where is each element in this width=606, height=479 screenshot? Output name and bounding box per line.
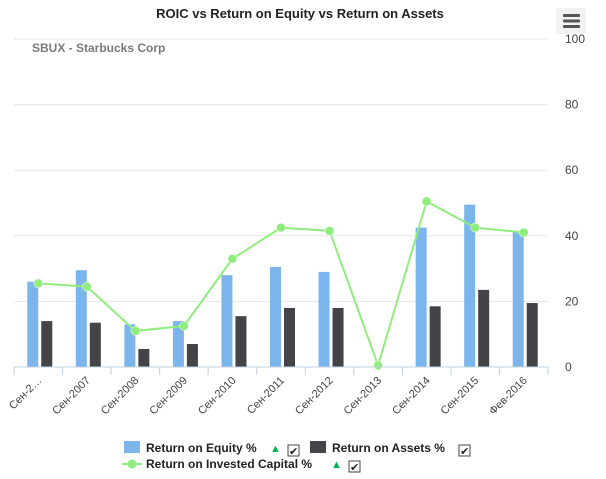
legend-checkbox-roe[interactable]: ✔: [287, 444, 300, 458]
bar-roe[interactable]: [221, 275, 233, 367]
bar-roa[interactable]: [138, 348, 150, 367]
legend-checkbox-roic[interactable]: ✔: [348, 460, 361, 474]
legend-swatch-roic-marker: [127, 459, 137, 469]
y-axis: 0 20 40 60 80 100: [565, 32, 585, 374]
legend-checkbox-roa-box[interactable]: [458, 444, 471, 457]
hamburger-line-2: [563, 19, 580, 23]
trend-up-icon: ▲: [270, 443, 281, 455]
roic-point[interactable]: [276, 222, 286, 233]
legend-label-roa: Return on Assets %: [332, 441, 445, 455]
checkmark-icon: ✔: [289, 446, 298, 458]
bar-roe[interactable]: [75, 270, 87, 367]
roic-point[interactable]: [33, 278, 44, 289]
bar-roa[interactable]: [429, 306, 441, 367]
bar-roa[interactable]: [186, 344, 198, 367]
roic-point[interactable]: [130, 326, 141, 336]
legend-label-roic: Return on Invested Capital %: [146, 457, 312, 471]
y-tick-label: 20: [565, 294, 579, 308]
bar-roa[interactable]: [332, 307, 344, 367]
bar-series: [27, 204, 538, 367]
legend-label-roe: Return on Equity %: [146, 441, 257, 455]
bar-roe[interactable]: [318, 271, 330, 367]
chart-subtitle: SBUX - Starbucks Corp: [32, 41, 165, 55]
bar-roe[interactable]: [415, 227, 427, 367]
bar-roa[interactable]: [284, 307, 295, 367]
line-series: [33, 196, 529, 371]
roic-point[interactable]: [421, 196, 432, 207]
bar-roe[interactable]: [124, 324, 136, 367]
roic-point[interactable]: [518, 227, 529, 238]
legend-swatch-roe: [124, 441, 140, 453]
bar-roa[interactable]: [526, 303, 538, 367]
context-menu-button[interactable]: [556, 8, 586, 34]
roic-point[interactable]: [470, 222, 480, 233]
y-tick-label: 60: [565, 163, 579, 177]
roic-point[interactable]: [227, 254, 238, 264]
roic-point[interactable]: [324, 226, 335, 236]
legend-checkbox-roa[interactable]: ✔: [458, 444, 471, 458]
y-tick-label: 100: [565, 32, 585, 46]
roic-point[interactable]: [373, 360, 383, 371]
bar-roe[interactable]: [464, 204, 476, 367]
legend-checkbox-roic-box[interactable]: [348, 460, 361, 473]
bar-roa[interactable]: [478, 289, 490, 367]
checkmark-icon: ✔: [460, 446, 469, 458]
legend-item-roa[interactable]: Return on Assets %: [310, 441, 445, 455]
bar-roa[interactable]: [41, 321, 53, 367]
bar-roa[interactable]: [89, 322, 101, 367]
legend-checkbox-roe-box[interactable]: [287, 444, 300, 457]
hamburger-line-1: [563, 14, 580, 17]
y-tick-label: 40: [565, 229, 579, 243]
roic-point[interactable]: [82, 281, 92, 292]
bar-roe[interactable]: [512, 230, 524, 367]
legend-swatch-roa: [310, 441, 326, 453]
checkmark-icon: ✔: [350, 462, 359, 474]
chart-title: ROIC vs Return on Equity vs Return on As…: [156, 6, 444, 21]
trend-up-icon: ▲: [331, 459, 342, 471]
y-tick-label: 0: [565, 360, 572, 374]
bar-roa[interactable]: [235, 316, 247, 367]
hamburger-line-3: [563, 25, 580, 28]
bar-roe[interactable]: [172, 321, 184, 367]
bar-roe[interactable]: [270, 266, 281, 367]
y-tick-label: 80: [565, 98, 579, 112]
legend: Return on Equity % ▲ ✔ Return on Assets % ✔R…: [122, 441, 471, 474]
legend-item-roic[interactable]: Return on Invested Capital %: [122, 457, 312, 471]
hamburger-menu-icon[interactable]: [563, 14, 580, 28]
legend-item-roe[interactable]: Return on Equity %: [124, 441, 257, 455]
roic-point[interactable]: [179, 321, 189, 331]
bar-roe[interactable]: [27, 281, 39, 367]
